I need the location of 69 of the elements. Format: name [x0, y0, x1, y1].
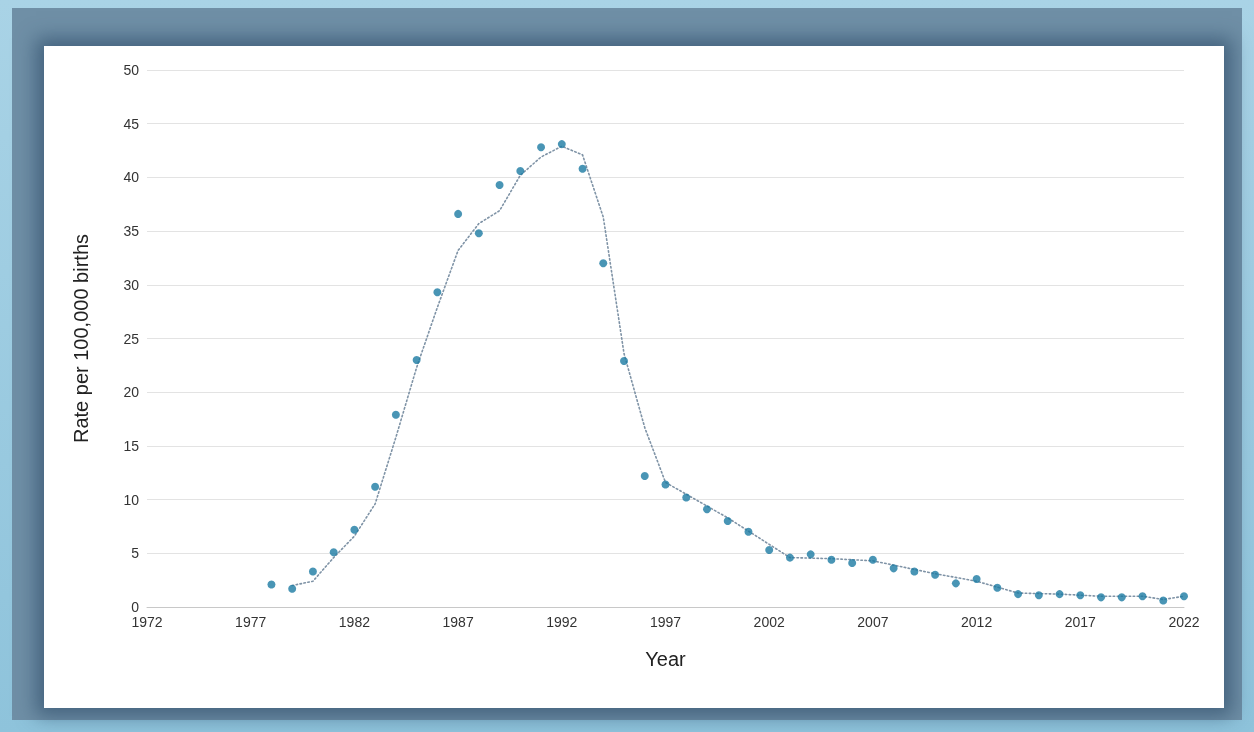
point [827, 555, 836, 564]
x-tick-label: 1977 [235, 614, 267, 630]
point [702, 505, 711, 514]
point [1097, 593, 1106, 602]
point [910, 567, 919, 576]
point [1014, 590, 1023, 599]
point [516, 166, 525, 175]
point [931, 570, 940, 579]
point [433, 288, 442, 297]
point [1117, 593, 1126, 602]
point [723, 517, 732, 526]
x-tick-label: 1992 [546, 614, 578, 630]
point [371, 482, 380, 491]
y-tick-label: 30 [123, 276, 140, 293]
point [993, 583, 1002, 592]
point [1159, 596, 1168, 605]
point [267, 580, 276, 589]
y-tick-label: 0 [131, 599, 140, 615]
x-tick-label: 1987 [442, 614, 474, 630]
point [1180, 592, 1188, 601]
point [454, 209, 463, 218]
point [661, 480, 670, 489]
point [537, 143, 546, 152]
y-tick-label: 50 [123, 62, 140, 78]
point [1138, 592, 1147, 601]
point [495, 180, 504, 189]
point [329, 548, 338, 557]
point [848, 558, 857, 567]
x-tick-label: 2007 [857, 614, 889, 630]
point [557, 140, 566, 149]
point [785, 553, 794, 562]
x-tick-label: 2022 [1168, 614, 1200, 630]
point [889, 564, 898, 573]
x-tick-label: 1997 [649, 614, 682, 630]
point [765, 546, 774, 555]
point [868, 555, 877, 564]
x-tick-label: 2017 [1064, 614, 1097, 630]
x-tick-label: 1982 [338, 614, 371, 630]
y-tick-label: 25 [123, 330, 140, 347]
point [744, 527, 753, 536]
point [1055, 590, 1064, 599]
point [578, 164, 587, 173]
point [972, 575, 981, 584]
point [682, 493, 691, 502]
point [599, 259, 608, 268]
y-tick-label: 40 [123, 169, 140, 186]
x-tick-label: 2002 [753, 614, 785, 630]
point [412, 355, 421, 364]
y-tick-label: 35 [123, 223, 140, 240]
y-tick-label: 45 [123, 115, 140, 132]
point [640, 471, 649, 480]
point [951, 579, 960, 588]
point [806, 550, 815, 559]
y-tick-label: 15 [123, 437, 140, 454]
point [391, 410, 400, 419]
y-tick-label: 10 [123, 491, 140, 508]
y-axis-title: Rate per 100,000 births [70, 233, 92, 444]
point [1076, 591, 1085, 600]
point [474, 229, 483, 238]
point [288, 584, 297, 593]
x-axis-title: Year [645, 648, 687, 670]
x-tick-label: 2012 [961, 614, 993, 630]
y-tick-label: 20 [123, 384, 140, 401]
point [308, 567, 317, 576]
point [350, 525, 359, 534]
y-tick-label: 5 [131, 545, 140, 562]
x-tick-label: 1972 [131, 614, 163, 630]
point [1034, 591, 1043, 600]
point [620, 357, 629, 366]
